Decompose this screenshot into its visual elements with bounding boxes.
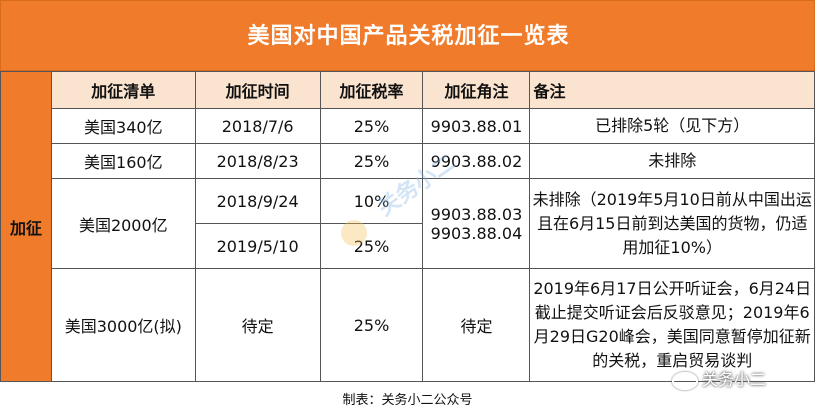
sun-icon <box>341 220 367 246</box>
rate-cell: 25% <box>319 268 424 382</box>
code-line: 9903.88.04 <box>430 223 523 243</box>
table-row: 美国3000亿(拟) 待定 25% 待定 2019年6月17日公开听证会，6月2… <box>1 268 815 382</box>
rate-cell: 25% <box>319 223 424 269</box>
code-cell: 9903.88.01 <box>422 108 531 144</box>
header-row: 加征 加征清单 加征时间 加征税率 加征角注 备注 <box>0 71 815 382</box>
note-cell: 未排除（2019年5月10日前从中国出运且在6月15日前到达美国的货物，仍适用加… <box>529 178 815 269</box>
footer-credit: 制表：关务小二公众号 <box>342 393 473 408</box>
note-cell: 未排除 <box>529 143 815 179</box>
code-cell: 待定 <box>422 268 531 382</box>
table-row: 美国160亿 2018/8/23 25% 9903.88.02 未排除 <box>1 143 815 179</box>
note-cell: 已排除5轮（见下方） <box>529 108 815 144</box>
table-row: 美国340亿 2018/7/6 25% 9903.88.01 已排除5轮（见下方… <box>1 108 815 144</box>
title-bar: 美国对中国产品关税加征一览表 <box>0 0 815 71</box>
header-cell: 备注 <box>529 71 815 109</box>
note-cell: 2019年6月17日公开听证会，6月24日截止提交听证会后反驳意见；2019年6… <box>529 268 815 382</box>
header-cell: 加征清单 <box>50 71 196 109</box>
list-cell: 美国340亿 <box>50 108 196 144</box>
header-cell: 加征角注 <box>422 71 531 109</box>
table-title: 美国对中国产品关税加征一览表 <box>247 24 570 49</box>
list-cell: 美国2000亿 <box>50 178 196 269</box>
date-cell: 2018/8/23 <box>194 143 321 179</box>
side-label: 加征 <box>0 71 52 382</box>
date-cell: 2018/7/6 <box>194 108 321 144</box>
list-cell: 美国160亿 <box>50 143 196 179</box>
code-line: 9903.88.03 <box>430 204 523 224</box>
list-cell: 美国3000亿(拟) <box>50 268 196 382</box>
account-badge: 关务小二 <box>672 367 766 393</box>
table-row: 2019/5/10 25% <box>1 223 815 269</box>
date-cell: 2019/5/10 <box>194 223 321 269</box>
header-cell: 加征税率 <box>319 71 424 109</box>
rate-cell: 25% <box>319 143 424 179</box>
code-cell: 9903.88.03 9903.88.04 <box>422 178 531 269</box>
chat-bubble-icon <box>672 371 698 390</box>
rate-cell: 25% <box>319 108 424 144</box>
date-cell: 2018/9/24 <box>194 178 321 224</box>
table-row: 美国2000亿 2018/9/24 10% 9903.88.03 9903.88… <box>1 178 815 269</box>
watermark-logo: 关务小二 <box>325 150 485 260</box>
badge-text: 关务小二 <box>702 370 767 389</box>
date-cell: 待定 <box>194 268 321 382</box>
tariff-table: 加征 加征清单 加征时间 加征税率 加征角注 备注 美国340亿 2018/7/… <box>0 71 815 382</box>
header-cell: 加征时间 <box>194 71 321 109</box>
